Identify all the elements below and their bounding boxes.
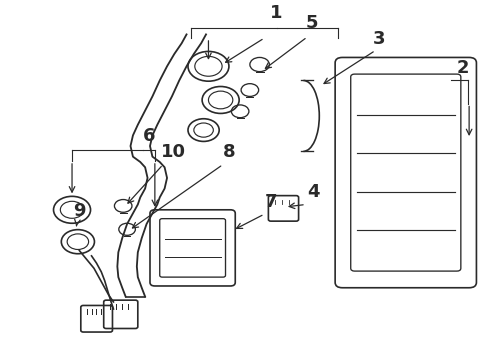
Text: 3: 3: [373, 30, 386, 48]
Text: 7: 7: [265, 193, 277, 211]
Text: 4: 4: [307, 183, 320, 201]
Text: 2: 2: [457, 59, 469, 77]
Text: 10: 10: [161, 143, 186, 161]
Text: 1: 1: [270, 4, 283, 22]
Text: 9: 9: [74, 202, 86, 220]
Text: 6: 6: [143, 127, 155, 145]
Text: 5: 5: [306, 14, 318, 32]
Text: 8: 8: [223, 143, 236, 161]
